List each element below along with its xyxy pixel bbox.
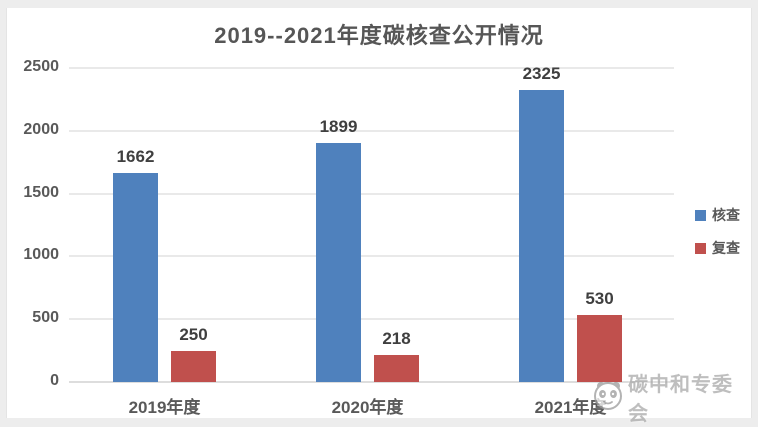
- x-axis-label-2021年度: 2021年度: [534, 398, 607, 417]
- legend-swatch-核查: [695, 209, 706, 221]
- legend-swatch-复查: [695, 242, 706, 254]
- panda-logo-icon: [592, 379, 624, 416]
- bar-复查-2019年度: [171, 350, 216, 382]
- gridline-0: [69, 381, 674, 383]
- y-axis-tick-0: 0: [50, 372, 59, 389]
- value-label-复查-2021年度: 530: [585, 289, 614, 309]
- bar-复查-2021年度: [577, 315, 622, 382]
- x-axis-label-2019年度: 2019年度: [128, 398, 201, 417]
- bar-核查-2020年度: [316, 143, 361, 382]
- chart-title: 2019--2021年度碳核查公开情况: [214, 23, 544, 48]
- value-label-复查-2020年度: 218: [382, 328, 411, 348]
- y-axis-tick-1000: 1000: [23, 246, 59, 264]
- x-axis-label-2020年度: 2020年度: [331, 398, 404, 417]
- value-label-核查-2020年度: 1899: [319, 117, 358, 137]
- value-label-核查-2019年度: 1662: [116, 147, 155, 167]
- y-axis-tick-1500: 1500: [23, 183, 59, 201]
- bar-复查-2020年度: [374, 354, 419, 382]
- y-axis-tick-500: 500: [32, 309, 59, 327]
- chart-card: 2019--2021年度碳核查公开情况 0 500 1000 1500 2000 2500…: [6, 8, 753, 425]
- value-label-复查-2019年度: 250: [179, 324, 208, 344]
- watermark-text: 碳中和专委会: [628, 374, 733, 425]
- gridline-1000: [69, 255, 674, 258]
- value-label-核查-2021年度: 2325: [522, 63, 561, 83]
- gridline-1500: [69, 192, 674, 195]
- y-axis-tick-2000: 2000: [23, 120, 59, 138]
- bar-chart-plot-area: 0 500 1000 1500 2000 2500 1662 1899 2325 250 218 53…: [7, 8, 753, 418]
- bar-核查-2021年度: [519, 89, 564, 382]
- legend-label-核查: 核查: [712, 207, 740, 223]
- gridline-2000: [69, 129, 674, 132]
- legend-item-核查: 核查: [695, 205, 740, 225]
- gridline-500: [69, 318, 674, 321]
- watermark: 碳中和专委会: [592, 368, 751, 426]
- chart-legend: 核查 复查: [695, 205, 740, 271]
- bar-核查-2019年度: [113, 173, 158, 382]
- legend-label-复查: 复查: [712, 240, 740, 256]
- y-axis-tick-2500: 2500: [23, 58, 59, 75]
- gridline-2500: [69, 67, 674, 69]
- legend-item-复查: 复查: [695, 238, 740, 258]
